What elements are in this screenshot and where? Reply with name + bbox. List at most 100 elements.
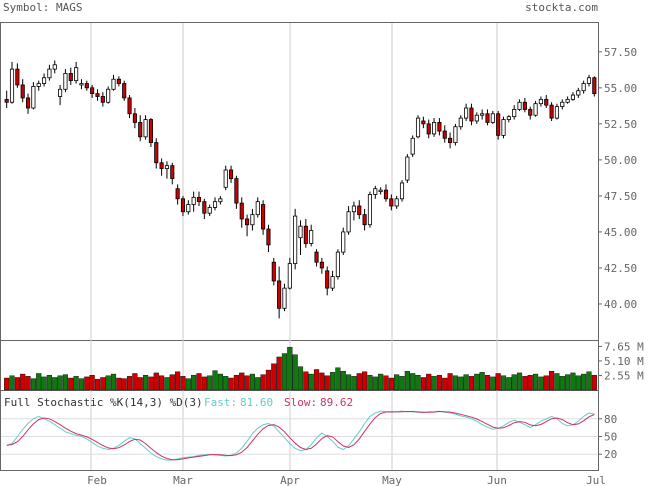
candle-body [330,276,335,289]
candle-body [437,122,442,132]
volume-bar [137,377,143,391]
candle-body [538,98,543,105]
volume-bar [25,376,31,391]
volume-bar [463,374,469,391]
candle [410,135,415,158]
candle [180,195,186,217]
candle-body [394,198,399,207]
candle [271,257,276,286]
candle-body [239,202,244,220]
volume-bar [404,370,410,391]
candle-body [383,189,389,200]
volume-bar [228,377,234,391]
candle-body [74,67,79,82]
volume-bar [431,376,437,391]
candle [202,198,207,219]
candle-body [298,225,303,239]
price-tick-label: 45.00 [604,226,637,239]
candle [303,218,308,248]
candle [212,197,218,211]
volume-bar [490,376,496,391]
stochastic-lines [6,410,595,461]
candle [560,99,565,110]
candle [170,162,175,185]
candle-body [207,207,212,214]
candle [544,95,549,109]
candle [426,119,431,139]
candle-body [415,117,421,138]
candle-body [9,68,15,103]
volume-bar [516,372,523,391]
price-tick-label: 50.00 [604,154,637,167]
price-tick-label: 57.50 [604,46,637,59]
volume-bar [9,375,15,391]
candle-body [378,189,383,192]
candle [20,79,25,103]
candle-body [250,214,255,226]
volume-bar [543,375,549,391]
volume-bar [36,373,42,391]
volume-bar [20,373,26,391]
candle [52,60,57,74]
candle [95,89,100,101]
price-panel [0,22,599,341]
volume-bar [223,376,229,391]
candle [36,80,41,91]
candle-body [266,228,271,246]
candle-body [228,169,234,180]
candle-body [389,198,394,207]
candle-body [68,73,73,82]
symbol-label: Symbol: MAGS [3,1,82,14]
candle-body [84,83,89,89]
candle [357,200,362,219]
volume-bar [143,374,149,391]
candle-body [255,201,260,216]
volume-bar [447,373,453,391]
volume-bar [538,376,544,391]
candle-body [20,84,25,99]
volume-bar [303,371,309,391]
candlesticks [4,60,597,319]
candle [207,204,212,217]
candle-body [170,165,175,180]
price-tick-label: 40.00 [604,298,637,311]
candle [586,74,592,87]
volume-bar [175,371,181,391]
candle-body [180,198,186,213]
candle-body [127,97,132,115]
volume-bar [324,375,330,391]
candle [432,118,437,137]
volume-bar [73,376,79,391]
volume-bar [458,376,464,391]
candle-body [464,107,469,119]
volume-bar [319,372,325,391]
candle-body [15,68,20,86]
candle-body [52,64,57,70]
candle [148,118,153,147]
volume-bar [346,374,352,391]
volume-bar [410,373,416,391]
volume-bar [52,377,58,391]
candle [554,103,559,120]
candle [448,132,453,149]
slow-d-line [6,410,595,461]
volume-bar [239,372,245,391]
candle-body [191,196,196,205]
x-tick-label: Mar [173,474,193,486]
stochastic-tick-label: 50 [604,431,617,444]
volume-bar [132,373,138,391]
candle-body [287,263,292,289]
candle-body [533,103,538,116]
volume-bar [84,376,90,391]
volume-bar [212,370,218,391]
candle-body [421,120,426,125]
candle [405,154,410,183]
volume-bar [169,374,175,391]
candle-body [448,137,453,143]
volume-bar [287,347,293,391]
slow-label: Slow: [284,396,317,409]
candle [325,266,330,296]
candle-body [309,230,314,244]
volume-bar [217,373,223,391]
volume-bar [426,373,432,391]
